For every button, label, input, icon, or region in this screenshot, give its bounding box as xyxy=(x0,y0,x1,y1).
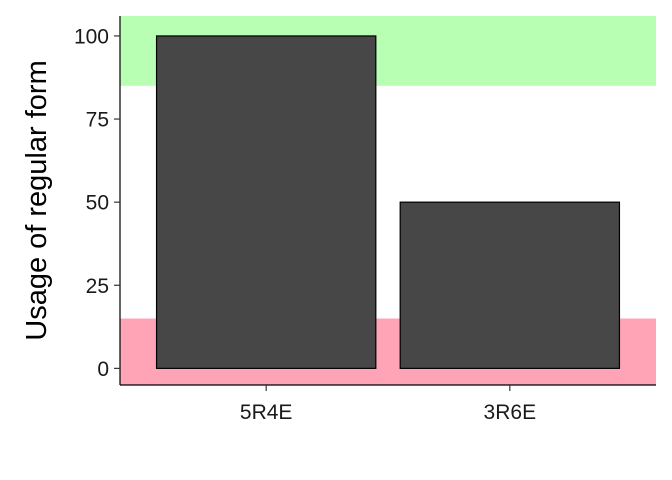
bar-3R6E xyxy=(399,201,621,369)
y-tick-label: 75 xyxy=(86,109,109,132)
y-tick-label: 25 xyxy=(86,275,109,298)
x-tick-label: 3R6E xyxy=(484,401,537,424)
y-tick-label: 50 xyxy=(86,192,109,215)
bar-5R4E xyxy=(155,35,377,369)
bars xyxy=(155,35,621,369)
y-axis-title: Usage of regular form xyxy=(21,60,53,340)
y-tick-label: 0 xyxy=(97,358,109,381)
y-tick-label: 100 xyxy=(74,25,109,48)
x-tick-label: 5R4E xyxy=(240,401,293,424)
y-axis-ticks: 0 25 50 75 100 xyxy=(74,25,120,381)
x-axis-ticks: 5R4E 3R6E xyxy=(240,385,536,424)
